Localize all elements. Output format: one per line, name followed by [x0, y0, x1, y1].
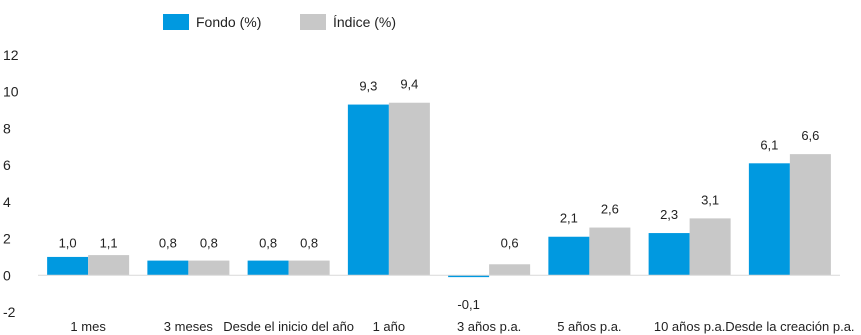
data-labels: 1,0 1,1 0,8 0,8 0,8 0,8 9,3 9,4 -0,1 0,6 2,1 2,6 2,3…: [59, 77, 820, 312]
x-tick-label: 10 años p.a.: [654, 319, 726, 334]
x-tick-label: Desde la creación p.a.: [725, 319, 854, 334]
data-label: 6,1: [760, 137, 778, 152]
x-tick-label: 5 años p.a.: [557, 319, 621, 334]
data-label: 1,0: [59, 235, 77, 250]
y-tick-label: 0: [3, 267, 11, 283]
legend: Fondo (%) Índice (%): [163, 14, 396, 30]
bar-indice: [388, 102, 430, 276]
bar-fondo: [47, 256, 89, 276]
data-label: 1,1: [100, 235, 118, 250]
y-tick-label: 10: [3, 84, 19, 100]
bar-fondo: [347, 104, 389, 276]
data-label: 6,6: [801, 128, 819, 143]
bar-fondo: [748, 163, 790, 276]
legend-swatch-fondo: [163, 14, 189, 30]
y-tick-label: 6: [3, 157, 11, 173]
bar-indice: [789, 154, 831, 276]
x-tick-label: 1 año: [373, 319, 406, 334]
data-label: 2,1: [560, 211, 578, 226]
legend-label-indice: Índice (%): [333, 14, 396, 30]
x-tick-label: Desde el inicio del año: [223, 319, 354, 334]
data-label: 3,1: [701, 192, 719, 207]
data-label: 0,8: [200, 235, 218, 250]
legend-label-fondo: Fondo (%): [196, 14, 261, 30]
bar-indice: [288, 260, 330, 276]
data-label: 0,8: [300, 235, 318, 250]
data-label: 0,8: [259, 235, 277, 250]
bar-fondo: [448, 275, 490, 278]
y-tick-label: -2: [3, 304, 16, 320]
y-tick-label: 8: [3, 120, 11, 136]
x-tick-label: 3 años p.a.: [457, 319, 521, 334]
bar-fondo: [147, 260, 189, 276]
y-tick-label: 4: [3, 194, 11, 210]
data-label: 2,3: [660, 207, 678, 222]
bar-fondo: [247, 260, 289, 276]
bar-fondo: [648, 233, 690, 276]
bar-indice: [88, 255, 130, 276]
y-tick-label: 2: [3, 231, 11, 247]
bar-fondo: [548, 236, 590, 276]
data-label: 2,6: [601, 202, 619, 217]
legend-swatch-indice: [300, 14, 326, 30]
x-tick-label: 1 mes: [70, 319, 106, 334]
y-tick-label: 12: [3, 47, 19, 63]
bar-indice: [489, 264, 531, 276]
data-label: -0,1: [457, 297, 479, 312]
bar-indice: [589, 227, 631, 276]
bars: [47, 102, 831, 278]
bar-indice: [689, 218, 731, 276]
data-label: 9,4: [400, 77, 418, 92]
x-axis: 1 mes 3 meses Desde el inicio del año 1 año…: [70, 319, 854, 334]
data-label: 0,8: [159, 235, 177, 250]
data-label: 0,6: [501, 235, 519, 250]
data-label: 9,3: [359, 79, 377, 94]
y-axis: -2 0 2 4 6 8 10 12: [3, 47, 19, 320]
x-tick-label: 3 meses: [164, 319, 214, 334]
bar-indice: [188, 260, 230, 276]
